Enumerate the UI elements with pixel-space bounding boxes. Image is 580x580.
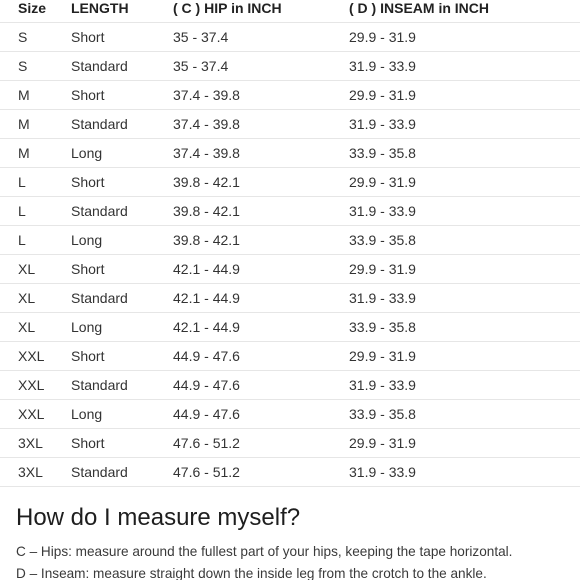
cell-length: Short <box>71 254 173 284</box>
cell-inseam: 33.9 - 35.8 <box>349 399 580 429</box>
cell-length: Long <box>71 312 173 342</box>
cell-inseam: 31.9 - 33.9 <box>349 370 580 400</box>
table-row: L Long 39.8 - 42.1 33.9 - 35.8 <box>0 225 580 255</box>
cell-size: L <box>0 196 71 226</box>
cell-size: XXL <box>0 399 71 429</box>
table-row: 3XL Short 47.6 - 51.2 29.9 - 31.9 <box>0 428 580 458</box>
cell-hip: 37.4 - 39.8 <box>173 138 349 168</box>
cell-size: S <box>0 22 71 52</box>
cell-size: XL <box>0 283 71 313</box>
cell-size: 3XL <box>0 457 71 487</box>
table-row: XXL Short 44.9 - 47.6 29.9 - 31.9 <box>0 341 580 371</box>
cell-hip: 44.9 - 47.6 <box>173 399 349 429</box>
table-body: S Short 35 - 37.4 29.9 - 31.9 S Standard 35 - … <box>0 22 580 487</box>
cell-length: Long <box>71 225 173 255</box>
cell-length: Short <box>71 341 173 371</box>
header-hip: ( C ) HIP in INCH <box>173 0 349 23</box>
cell-length: Standard <box>71 283 173 313</box>
inseam-instruction: D – Inseam: measure straight down the in… <box>16 566 487 580</box>
table-row: M Standard 37.4 - 39.8 31.9 - 33.9 <box>0 109 580 139</box>
table-row: S Short 35 - 37.4 29.9 - 31.9 <box>0 22 580 52</box>
cell-inseam: 29.9 - 31.9 <box>349 167 580 197</box>
cell-inseam: 33.9 - 35.8 <box>349 312 580 342</box>
cell-hip: 42.1 - 44.9 <box>173 283 349 313</box>
cell-length: Standard <box>71 457 173 487</box>
header-size: Size <box>0 0 71 23</box>
cell-inseam: 33.9 - 35.8 <box>349 138 580 168</box>
cell-hip: 44.9 - 47.6 <box>173 370 349 400</box>
cell-inseam: 31.9 - 33.9 <box>349 109 580 139</box>
table-row: L Standard 39.8 - 42.1 31.9 - 33.9 <box>0 196 580 226</box>
cell-length: Long <box>71 138 173 168</box>
hip-instruction: C – Hips: measure around the fullest par… <box>16 544 513 559</box>
cell-inseam: 31.9 - 33.9 <box>349 51 580 81</box>
cell-length: Short <box>71 22 173 52</box>
cell-size: M <box>0 138 71 168</box>
cell-inseam: 31.9 - 33.9 <box>349 196 580 226</box>
cell-length: Standard <box>71 370 173 400</box>
table-row: XXL Standard 44.9 - 47.6 31.9 - 33.9 <box>0 370 580 400</box>
cell-inseam: 33.9 - 35.8 <box>349 225 580 255</box>
cell-inseam: 29.9 - 31.9 <box>349 22 580 52</box>
cell-size: XL <box>0 312 71 342</box>
cell-hip: 42.1 - 44.9 <box>173 254 349 284</box>
header-length: LENGTH <box>71 0 173 23</box>
table-row: XL Long 42.1 - 44.9 33.9 - 35.8 <box>0 312 580 342</box>
cell-size: M <box>0 80 71 110</box>
cell-hip: 47.6 - 51.2 <box>173 428 349 458</box>
cell-length: Standard <box>71 196 173 226</box>
header-inseam: ( D ) INSEAM in INCH <box>349 0 580 23</box>
cell-length: Long <box>71 399 173 429</box>
cell-size: S <box>0 51 71 81</box>
cell-hip: 35 - 37.4 <box>173 51 349 81</box>
cell-hip: 37.4 - 39.8 <box>173 80 349 110</box>
cell-inseam: 29.9 - 31.9 <box>349 254 580 284</box>
cell-inseam: 31.9 - 33.9 <box>349 457 580 487</box>
cell-hip: 39.8 - 42.1 <box>173 196 349 226</box>
cell-size: 3XL <box>0 428 71 458</box>
cell-inseam: 29.9 - 31.9 <box>349 428 580 458</box>
cell-size: L <box>0 225 71 255</box>
cell-size: M <box>0 109 71 139</box>
measure-heading: How do I measure myself? <box>16 504 301 531</box>
table-header-row: Size LENGTH ( C ) HIP in INCH ( D ) INSE… <box>0 0 580 23</box>
table-row: L Short 39.8 - 42.1 29.9 - 31.9 <box>0 167 580 197</box>
cell-hip: 37.4 - 39.8 <box>173 109 349 139</box>
cell-inseam: 29.9 - 31.9 <box>349 341 580 371</box>
table-row: S Standard 35 - 37.4 31.9 - 33.9 <box>0 51 580 81</box>
table-row: M Short 37.4 - 39.8 29.9 - 31.9 <box>0 80 580 110</box>
size-chart-table: Size LENGTH ( C ) HIP in INCH ( D ) INSE… <box>0 0 580 487</box>
cell-length: Short <box>71 428 173 458</box>
cell-hip: 39.8 - 42.1 <box>173 225 349 255</box>
cell-length: Short <box>71 167 173 197</box>
table-row: 3XL Standard 47.6 - 51.2 31.9 - 33.9 <box>0 457 580 487</box>
table-row: XL Short 42.1 - 44.9 29.9 - 31.9 <box>0 254 580 284</box>
cell-hip: 44.9 - 47.6 <box>173 341 349 371</box>
cell-size: XXL <box>0 370 71 400</box>
cell-inseam: 29.9 - 31.9 <box>349 80 580 110</box>
cell-length: Standard <box>71 51 173 81</box>
cell-size: XXL <box>0 341 71 371</box>
cell-length: Short <box>71 80 173 110</box>
table-row: M Long 37.4 - 39.8 33.9 - 35.8 <box>0 138 580 168</box>
cell-hip: 42.1 - 44.9 <box>173 312 349 342</box>
table-row: XL Standard 42.1 - 44.9 31.9 - 33.9 <box>0 283 580 313</box>
cell-inseam: 31.9 - 33.9 <box>349 283 580 313</box>
cell-hip: 47.6 - 51.2 <box>173 457 349 487</box>
cell-hip: 39.8 - 42.1 <box>173 167 349 197</box>
cell-length: Standard <box>71 109 173 139</box>
cell-hip: 35 - 37.4 <box>173 22 349 52</box>
table-row: XXL Long 44.9 - 47.6 33.9 - 35.8 <box>0 399 580 429</box>
cell-size: L <box>0 167 71 197</box>
cell-size: XL <box>0 254 71 284</box>
